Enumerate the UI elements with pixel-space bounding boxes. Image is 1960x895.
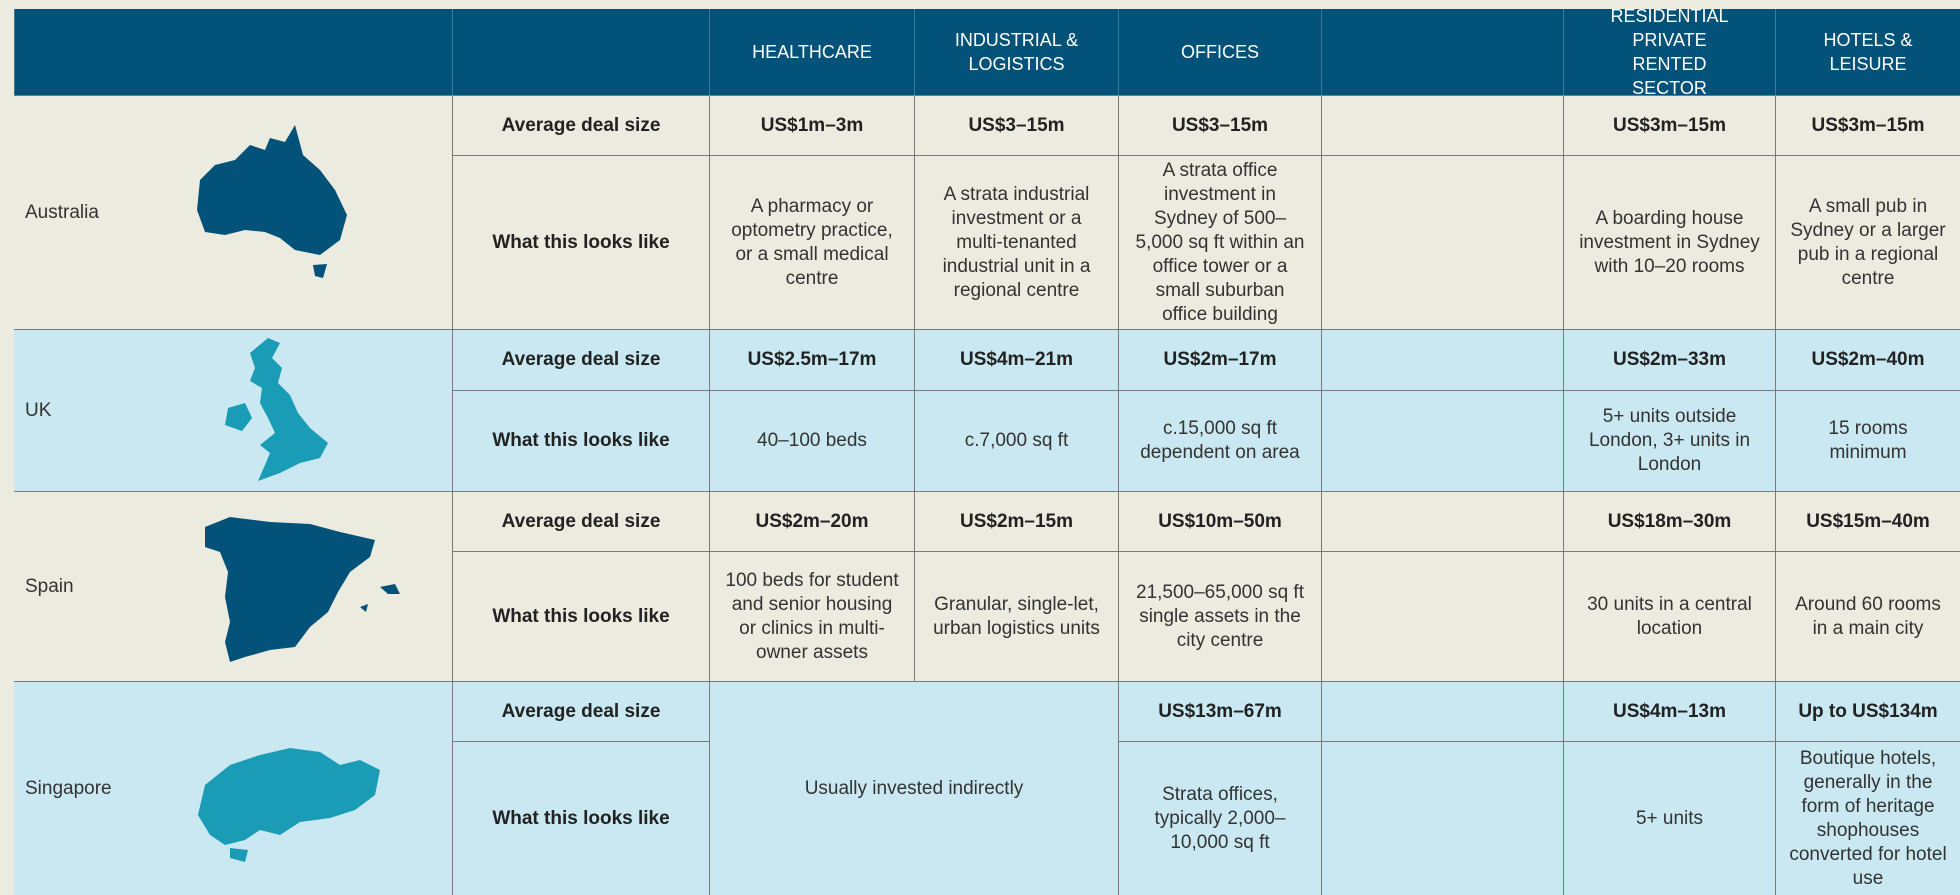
empty-cell [1321, 741, 1563, 895]
empty-cell [1321, 155, 1563, 329]
column-header: RESIDENTIAL PRIVATE RENTED SECTOR [1563, 6, 1775, 98]
row-label: What this looks like [452, 741, 709, 895]
map-uk [225, 338, 328, 481]
deal-size: US$4m–21m [914, 329, 1118, 390]
empty-cell [1321, 551, 1563, 681]
row-label: Average deal size [452, 491, 709, 551]
empty-cell [1321, 95, 1563, 155]
header-blank [452, 9, 709, 95]
description: A small pub in Sydney or a larger pub in… [1775, 155, 1960, 329]
description: c.7,000 sq ft [914, 390, 1118, 491]
deal-size: US$13m–67m [1118, 681, 1321, 741]
row-label: Average deal size [452, 95, 709, 155]
description: A strata industrial investment or a mult… [914, 155, 1118, 329]
row-label: What this looks like [452, 390, 709, 491]
description: 30 units in a central location [1563, 551, 1775, 681]
description: 100 beds for student and senior housing … [709, 551, 914, 681]
description: A strata office investment in Sydney of … [1118, 155, 1321, 329]
deal-size: US$18m–30m [1563, 491, 1775, 551]
row-label: Average deal size [452, 681, 709, 741]
deal-size: US$15m–40m [1775, 491, 1960, 551]
deal-size: US$4m–13m [1563, 681, 1775, 741]
deal-size: US$2m–20m [709, 491, 914, 551]
description: Boutique hotels, generally in the form o… [1775, 741, 1960, 895]
empty-cell [1321, 491, 1563, 551]
map-australia [197, 125, 347, 278]
description: 40–100 beds [709, 390, 914, 491]
description: A boarding house investment in Sydney wi… [1563, 155, 1775, 329]
deal-size: US$2m–33m [1563, 329, 1775, 390]
description: 15 rooms minimum [1775, 390, 1960, 491]
row-label: Average deal size [452, 329, 709, 390]
description: 5+ units [1563, 741, 1775, 895]
empty-cell [1321, 390, 1563, 491]
empty-cell [1321, 329, 1563, 390]
column-header: OFFICES [1118, 9, 1321, 95]
description: Granular, single-let, urban logistics un… [914, 551, 1118, 681]
map-spain [205, 517, 400, 662]
deal-size: US$3m–15m [1563, 95, 1775, 155]
empty-cell [1321, 681, 1563, 741]
deal-size: US$2m–15m [914, 491, 1118, 551]
header-blank [14, 9, 452, 95]
deal-size: US$3m–15m [1775, 95, 1960, 155]
deal-size: US$3–15m [1118, 95, 1321, 155]
description: A pharmacy or optometry practice, or a s… [709, 155, 914, 329]
deal-size: US$2m–40m [1775, 329, 1960, 390]
description: Around 60 rooms in a main city [1775, 551, 1960, 681]
deal-size: US$2m–17m [1118, 329, 1321, 390]
description: 5+ units outside London, 3+ units in Lon… [1563, 390, 1775, 491]
map-singapore [198, 748, 380, 862]
column-header: HOTELS & LEISURE [1775, 9, 1960, 95]
column-header: HEALTHCARE [709, 9, 914, 95]
column-header: INDUSTRIAL & LOGISTICS [914, 9, 1118, 95]
deal-size: Up to US$134m [1775, 681, 1960, 741]
deal-size: US$1m–3m [709, 95, 914, 155]
row-label: What this looks like [452, 551, 709, 681]
merged-cell: Usually invested indirectly [709, 681, 1118, 895]
deal-size: US$3–15m [914, 95, 1118, 155]
row-label: What this looks like [452, 155, 709, 329]
deal-size: US$2.5m–17m [709, 329, 914, 390]
header-blank [1321, 9, 1563, 95]
deal-size: US$10m–50m [1118, 491, 1321, 551]
description: c.15,000 sq ft dependent on area [1118, 390, 1321, 491]
description: 21,500–65,000 sq ft single assets in the… [1118, 551, 1321, 681]
description: Strata offices, typically 2,000–10,000 s… [1118, 741, 1321, 895]
